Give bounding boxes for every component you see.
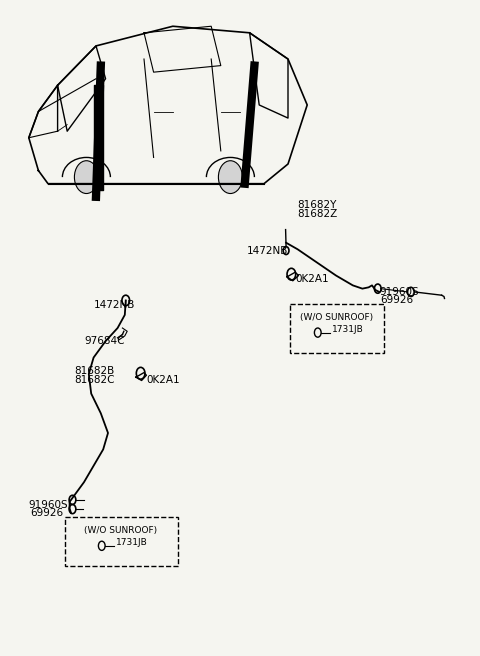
Text: (W/O SUNROOF): (W/O SUNROOF) <box>84 526 157 535</box>
Text: 1731JB: 1731JB <box>332 325 364 334</box>
Text: 91960S: 91960S <box>29 500 69 510</box>
Text: 0K2A1: 0K2A1 <box>295 274 329 284</box>
Circle shape <box>74 161 98 194</box>
Text: 69926: 69926 <box>31 508 64 518</box>
Text: 81682B: 81682B <box>74 366 115 376</box>
Text: 1731JB: 1731JB <box>116 538 148 547</box>
Circle shape <box>218 161 242 194</box>
Text: 81682Z: 81682Z <box>298 209 338 218</box>
Text: 81682C: 81682C <box>74 375 115 384</box>
Text: (W/O SUNROOF): (W/O SUNROOF) <box>300 313 373 322</box>
Text: 97684C: 97684C <box>84 336 124 346</box>
Text: 0K2A1: 0K2A1 <box>146 375 180 385</box>
Text: 1472NB: 1472NB <box>94 300 135 310</box>
Text: 69926: 69926 <box>381 295 414 305</box>
Text: 91960S: 91960S <box>379 287 419 297</box>
Text: 1472NB: 1472NB <box>247 246 288 256</box>
Text: 81682Y: 81682Y <box>298 200 337 210</box>
